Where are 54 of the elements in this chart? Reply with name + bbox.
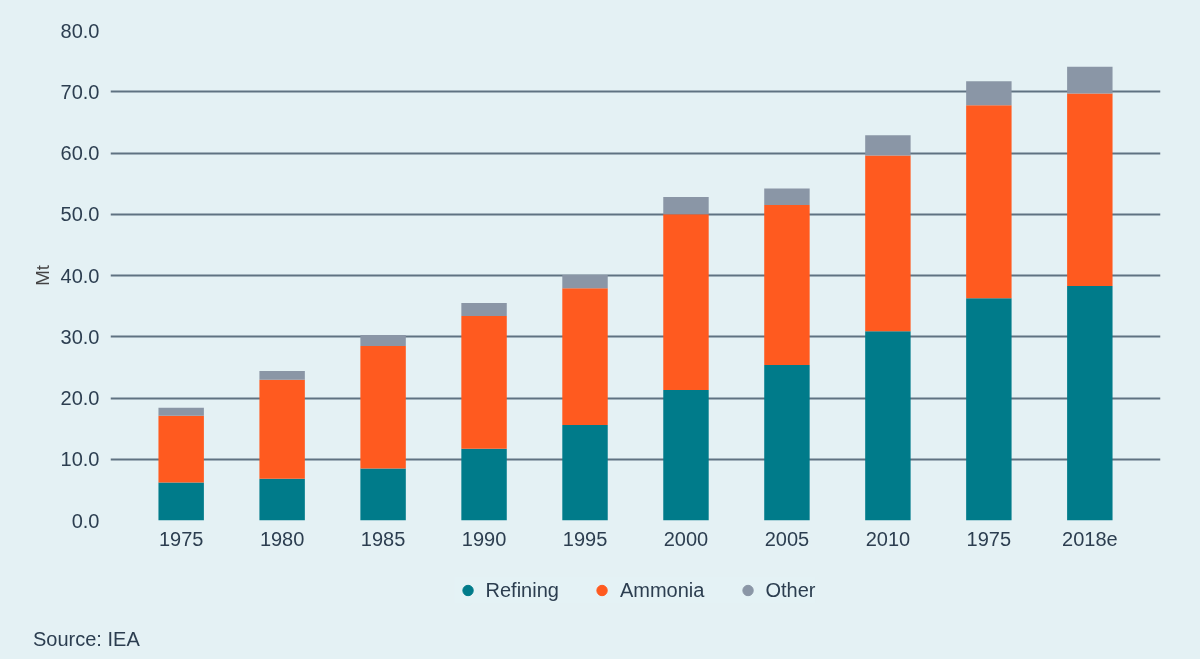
bar <box>562 274 608 289</box>
bar <box>461 303 507 316</box>
legend-label: Other <box>765 578 816 602</box>
bar <box>562 288 608 425</box>
bar <box>663 214 709 391</box>
x-tick-label: 1990 <box>461 527 507 550</box>
y-tick-label: 70.0 <box>60 80 100 103</box>
y-tick-label: 40.0 <box>60 264 100 287</box>
legend-label: Refining <box>485 578 559 602</box>
x-tick-label: 1995 <box>562 527 608 550</box>
bar <box>259 478 305 521</box>
x-tick-label: 2005 <box>764 527 810 550</box>
bar <box>1067 66 1113 94</box>
bar <box>461 448 507 521</box>
source-note: Source: IEA <box>33 627 140 652</box>
bar <box>966 105 1012 299</box>
bar <box>360 345 406 469</box>
y-tick-label: 50.0 <box>60 203 100 226</box>
bar <box>360 468 406 521</box>
bar <box>663 197 709 215</box>
x-tick-label: 1985 <box>360 527 406 550</box>
x-tick-label: 1975 <box>966 527 1012 550</box>
bar <box>360 334 406 346</box>
bar <box>764 364 810 521</box>
x-tick-label: 2018e <box>1062 527 1118 550</box>
bar <box>1067 285 1113 521</box>
x-tick-label: 1975 <box>158 527 204 550</box>
bar <box>663 390 709 521</box>
bar <box>259 379 305 479</box>
bar <box>562 424 608 521</box>
y-tick-label: 80.0 <box>60 19 100 42</box>
y-tick-label: 10.0 <box>60 448 100 471</box>
bar <box>764 188 810 206</box>
y-tick-label: 0.0 <box>71 509 100 532</box>
bar <box>1067 93 1113 286</box>
bar <box>158 407 204 416</box>
bar <box>764 205 810 365</box>
x-tick-label: 2000 <box>663 527 709 550</box>
bar <box>966 81 1012 106</box>
y-tick-label: 30.0 <box>60 325 100 348</box>
x-tick-label: 2010 <box>865 527 911 550</box>
bar <box>865 155 911 332</box>
y-tick-label: 60.0 <box>60 142 100 164</box>
bar <box>865 331 911 521</box>
bar <box>259 371 305 380</box>
x-tick-label: 1980 <box>259 527 305 550</box>
legend-label: Ammonia <box>619 578 705 602</box>
y-tick-label: 20.0 <box>60 387 100 409</box>
y-axis-title: Mt <box>31 264 53 286</box>
bar <box>158 482 204 521</box>
bar <box>966 298 1012 521</box>
bar <box>865 135 911 156</box>
bar <box>461 315 507 449</box>
bar <box>158 415 204 483</box>
